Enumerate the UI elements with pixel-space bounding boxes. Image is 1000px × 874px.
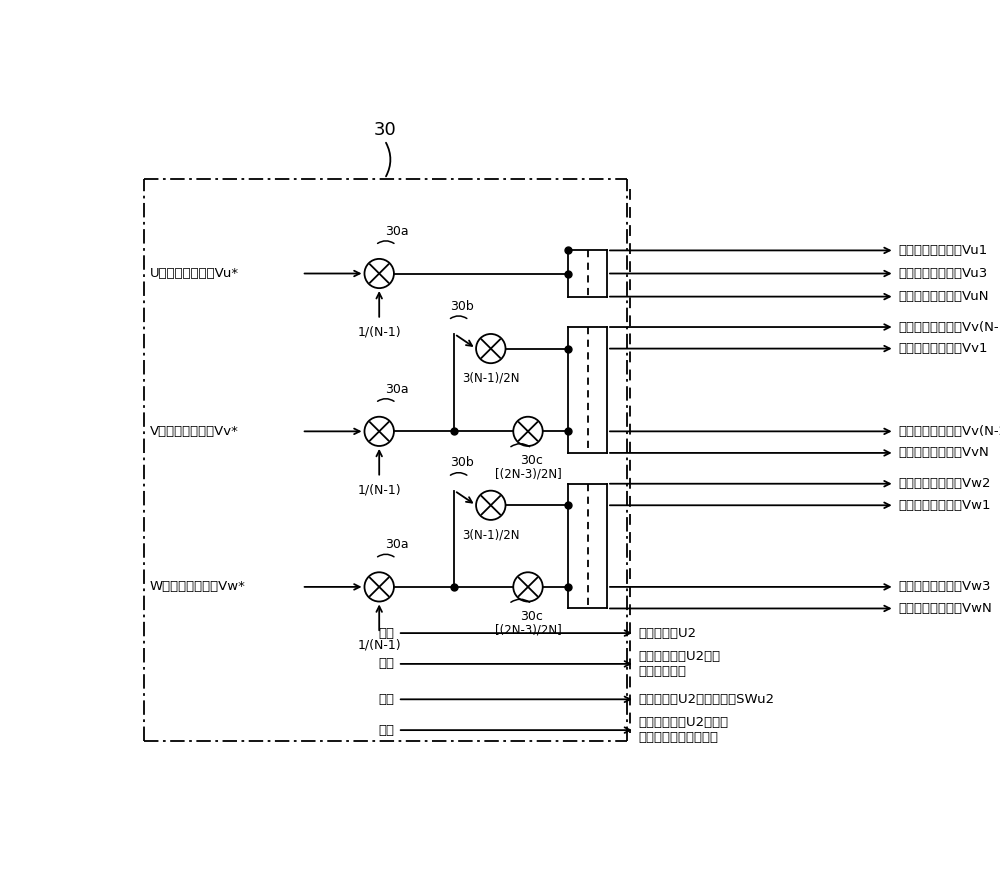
Text: 接通: 接通: [379, 693, 395, 706]
Text: 3(N-1)/2N: 3(N-1)/2N: [462, 528, 520, 541]
Text: 单元输出电压指令Vu1: 单元输出电压指令Vu1: [898, 244, 988, 257]
Text: W相输出电压指令Vw*: W相输出电压指令Vw*: [150, 580, 246, 593]
Text: 停止: 停止: [379, 627, 395, 640]
Text: 单元输出电压指令VvN: 单元输出电压指令VvN: [898, 447, 989, 460]
Text: 30c: 30c: [520, 610, 543, 622]
Text: [(2N-3)/2N]: [(2N-3)/2N]: [495, 623, 561, 636]
Text: 除逆变器单元U2以外
的逆变器单元: 除逆变器单元U2以外 的逆变器单元: [638, 650, 720, 678]
Text: 运转: 运转: [379, 657, 395, 670]
Text: 单元输出电压指令VwN: 单元输出电压指令VwN: [898, 602, 992, 615]
Text: 1/(N-1): 1/(N-1): [357, 639, 401, 652]
Text: 单元输出电压指令Vv(N-2): 单元输出电压指令Vv(N-2): [898, 425, 1000, 438]
Text: 除逆变器单元U2以外的
逆变器单元的短路开关: 除逆变器单元U2以外的 逆变器单元的短路开关: [638, 716, 728, 744]
Text: 断开: 断开: [379, 724, 395, 737]
Text: V相输出电压指令Vv*: V相输出电压指令Vv*: [150, 425, 239, 438]
Text: 30a: 30a: [385, 538, 409, 551]
FancyArrowPatch shape: [378, 241, 394, 243]
Text: 逆变器单元U2的短路开关SWu2: 逆变器单元U2的短路开关SWu2: [638, 693, 774, 706]
Text: 单元输出电压指令Vu3: 单元输出电压指令Vu3: [898, 267, 988, 280]
Text: 30c: 30c: [520, 454, 543, 467]
Text: 单元输出电压指令Vw2: 单元输出电压指令Vw2: [898, 477, 991, 490]
Text: 30a: 30a: [385, 225, 409, 238]
Text: 1/(N-1): 1/(N-1): [357, 483, 401, 496]
Text: 3(N-1)/2N: 3(N-1)/2N: [462, 371, 520, 385]
FancyArrowPatch shape: [511, 600, 530, 602]
Text: 单元输出电压指令Vw1: 单元输出电压指令Vw1: [898, 499, 991, 512]
Text: 1/(N-1): 1/(N-1): [357, 325, 401, 338]
Text: 逆变器单元U2: 逆变器单元U2: [638, 627, 696, 640]
Text: [(2N-3)/2N]: [(2N-3)/2N]: [495, 468, 561, 481]
Text: 30: 30: [373, 121, 396, 138]
FancyArrowPatch shape: [386, 142, 390, 177]
FancyArrowPatch shape: [450, 316, 467, 318]
Text: 30a: 30a: [385, 383, 409, 396]
FancyArrowPatch shape: [511, 444, 530, 447]
Text: 30b: 30b: [450, 300, 474, 313]
Text: 单元输出电压指令Vw3: 单元输出电压指令Vw3: [898, 580, 991, 593]
Text: 单元输出电压指令Vv1: 单元输出电压指令Vv1: [898, 342, 988, 355]
Text: 单元输出电压指令Vv(N-1): 单元输出电压指令Vv(N-1): [898, 321, 1000, 334]
Text: U相输出电压指令Vu*: U相输出电压指令Vu*: [150, 267, 239, 280]
Text: 30b: 30b: [450, 456, 474, 469]
FancyArrowPatch shape: [378, 554, 394, 557]
Text: 单元输出电压指令VuN: 单元输出电压指令VuN: [898, 290, 989, 303]
FancyArrowPatch shape: [378, 399, 394, 401]
FancyArrowPatch shape: [450, 473, 467, 475]
